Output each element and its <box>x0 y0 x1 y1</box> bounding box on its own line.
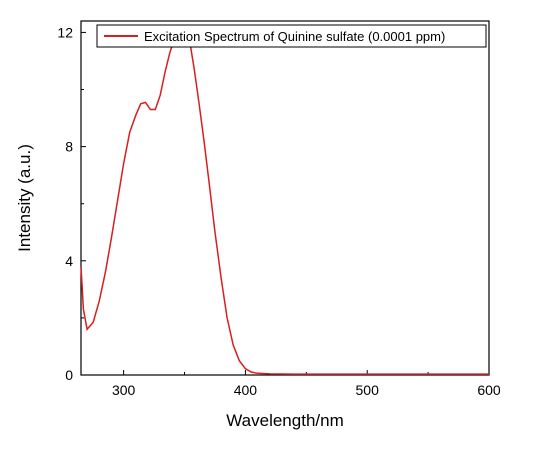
y-ticks: 0 4 8 12 <box>57 24 86 383</box>
legend: Excitation Spectrum of Quinine sulfate (… <box>96 24 487 48</box>
plot-frame <box>80 20 490 376</box>
x-axis-title: Wavelength/nm <box>226 411 343 430</box>
series-line-excitation <box>80 28 489 375</box>
plot-area: 300 400 500 600 0 4 8 12 <box>57 20 501 398</box>
legend-label: Excitation Spectrum of Quinine sulfate (… <box>144 29 445 44</box>
y-tick-label: 0 <box>65 367 73 383</box>
legend-box <box>96 24 487 48</box>
y-tick-label: 8 <box>65 139 73 155</box>
y-tick-label: 4 <box>65 253 73 269</box>
y-axis-title: Intensity (a.u.) <box>15 144 34 252</box>
x-tick-label: 400 <box>234 382 258 398</box>
x-tick-label: 500 <box>356 382 380 398</box>
x-tick-label: 300 <box>112 382 136 398</box>
x-tick-label: 600 <box>477 382 501 398</box>
x-ticks: 300 400 500 600 <box>112 370 501 398</box>
y-tick-label: 12 <box>57 24 73 40</box>
